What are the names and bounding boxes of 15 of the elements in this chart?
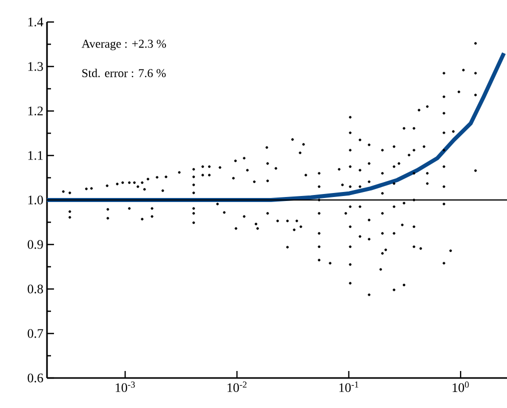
y-tick-label: 0.7 bbox=[28, 329, 44, 338]
x-tick-label: 10$^{-1}$ bbox=[339, 382, 358, 392]
y-tick-label: 0.8 bbox=[28, 284, 43, 294]
x-tick-label: 10$^{-2}$ bbox=[228, 382, 247, 392]
annotation: Std. error : 7.6 % bbox=[82, 68, 166, 78]
y-tick-label: 0.9 bbox=[28, 240, 43, 249]
x-tick-label: 10$^{0}$ bbox=[452, 382, 469, 392]
annotation: Average : +2.3 % bbox=[82, 40, 166, 50]
y-tick-label: 1.4 bbox=[28, 18, 44, 26]
y-tick-label: 1.1 bbox=[28, 151, 43, 160]
y-tick-label: 0.6 bbox=[28, 374, 44, 382]
y-tick-label: 1.0 bbox=[28, 196, 43, 204]
y-tick-label: 1.3 bbox=[28, 62, 43, 71]
x-tick-label: 10$^{-3}$ bbox=[116, 382, 135, 392]
y-tick-label: 1.2 bbox=[28, 106, 43, 116]
